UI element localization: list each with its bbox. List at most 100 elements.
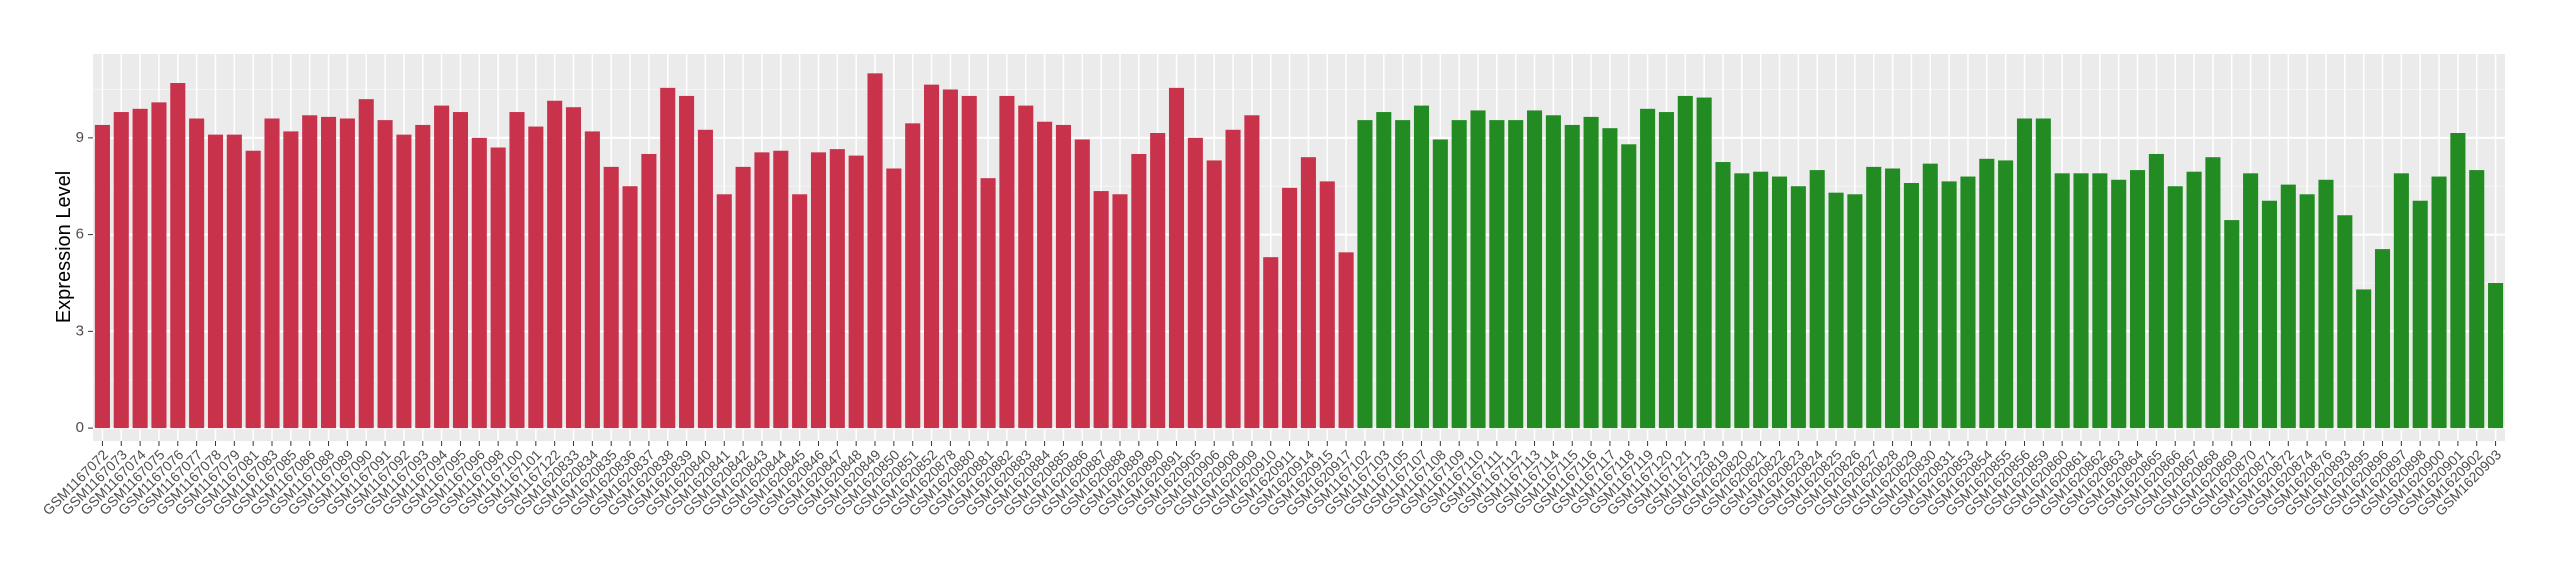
bar [829, 149, 845, 429]
bar [792, 194, 808, 429]
bar [113, 112, 129, 429]
bar [584, 131, 600, 429]
y-tick-label: 9 [76, 129, 84, 146]
bar [2450, 133, 2466, 429]
bar [1527, 110, 1543, 429]
bar [1150, 133, 1166, 429]
bar [2016, 118, 2033, 429]
bar [1885, 168, 1901, 429]
bar [867, 73, 883, 429]
bar [2148, 153, 2164, 429]
bar [1338, 252, 1354, 429]
bar [2412, 200, 2428, 429]
bar [2393, 173, 2409, 429]
bar [151, 102, 167, 429]
bar [1055, 124, 1071, 429]
y-tick-label: 6 [76, 226, 84, 243]
bar [942, 89, 958, 429]
bar [302, 115, 318, 429]
bar [1960, 176, 1976, 429]
bar [1395, 120, 1411, 429]
bar [1866, 166, 1882, 429]
bar [207, 134, 224, 429]
bar [754, 152, 770, 429]
bar [226, 134, 242, 429]
bar [1640, 108, 1656, 429]
y-tick-label: 3 [76, 322, 84, 339]
bar [1432, 139, 1448, 429]
bar [1451, 120, 1467, 429]
bar [1790, 186, 1806, 429]
bar [1413, 105, 1430, 429]
bar [1319, 181, 1335, 429]
bar [528, 126, 544, 429]
bar [679, 95, 695, 429]
bar [886, 168, 902, 429]
bar [1357, 120, 1373, 429]
bar [1282, 187, 1298, 429]
bar [1677, 95, 1693, 429]
bar [1602, 128, 1618, 429]
bar [321, 116, 337, 429]
bar [1244, 115, 1260, 429]
bar [2130, 170, 2146, 429]
bar [434, 105, 450, 429]
bar [1508, 120, 1524, 429]
bar [1168, 87, 1185, 429]
bar [1131, 153, 1147, 429]
bar [961, 95, 977, 429]
bar [509, 112, 525, 429]
bar [2092, 173, 2108, 429]
y-tick-label: 0 [76, 419, 84, 436]
bar [2035, 118, 2051, 429]
bar [2299, 194, 2315, 429]
bar [1545, 115, 1561, 429]
bar [339, 118, 355, 429]
bar [2205, 157, 2221, 429]
bar [1564, 124, 1580, 429]
bar [415, 124, 431, 429]
bar [2243, 173, 2259, 429]
bar [565, 107, 582, 429]
bar [245, 150, 261, 429]
bar [377, 120, 393, 429]
bar [1583, 116, 1599, 429]
bar [283, 131, 299, 429]
bar [471, 137, 487, 429]
bar [1998, 160, 2014, 429]
bar [1621, 144, 1637, 429]
bar [1225, 129, 1241, 429]
bar [1470, 110, 1486, 429]
bar [1903, 183, 1919, 429]
bar [2073, 173, 2089, 429]
bar [358, 99, 374, 429]
bar [1696, 97, 1712, 429]
bar [1300, 157, 1316, 429]
bar [2374, 249, 2391, 429]
bar [735, 166, 751, 429]
bar [1187, 137, 1203, 429]
bar [2054, 173, 2070, 429]
bar [1979, 158, 1995, 429]
bar [94, 124, 110, 429]
bar [641, 153, 657, 429]
bar [2111, 179, 2127, 429]
bar [2431, 176, 2447, 429]
bar [1658, 112, 1674, 429]
bar [603, 166, 619, 429]
bar [396, 134, 412, 429]
bar [1206, 160, 1222, 429]
y-axis-title: Expression Level [53, 171, 75, 323]
bar [924, 84, 940, 429]
bar [1753, 171, 1769, 429]
bar [1715, 162, 1731, 429]
bar [2261, 200, 2277, 429]
bar [1074, 139, 1090, 429]
bar [848, 155, 864, 429]
bar [1809, 170, 1825, 429]
bar [2186, 171, 2202, 429]
bar [622, 186, 638, 429]
bar [1771, 176, 1788, 429]
